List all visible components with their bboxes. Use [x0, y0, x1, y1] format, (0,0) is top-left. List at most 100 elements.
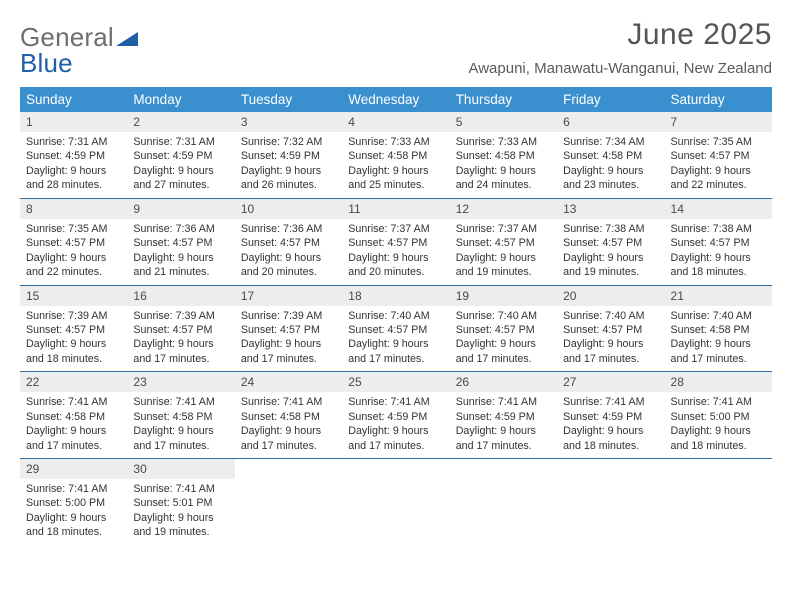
day-cell	[235, 459, 342, 545]
sunrise-line: Sunrise: 7:40 AM	[456, 309, 551, 323]
brand-word-blue: Blue	[20, 48, 73, 78]
day-number: 6	[557, 112, 664, 132]
day-cell: 11Sunrise: 7:37 AMSunset: 4:57 PMDayligh…	[342, 199, 449, 285]
daylight-line-2: and 19 minutes.	[563, 265, 658, 279]
daylight-line-2: and 18 minutes.	[26, 525, 121, 539]
dow-header-cell: Sunday	[20, 87, 127, 112]
daylight-line-2: and 18 minutes.	[671, 439, 766, 453]
sunset-line: Sunset: 4:57 PM	[563, 323, 658, 337]
sunset-line: Sunset: 4:57 PM	[671, 236, 766, 250]
sunrise-line: Sunrise: 7:40 AM	[563, 309, 658, 323]
day-number: 4	[342, 112, 449, 132]
daylight-line-1: Daylight: 9 hours	[348, 251, 443, 265]
day-number: 19	[450, 286, 557, 306]
page-header: General Blue June 2025 Awapuni, Manawatu…	[20, 18, 772, 77]
day-number: 15	[20, 286, 127, 306]
daylight-line-2: and 25 minutes.	[348, 178, 443, 192]
weeks-container: 1Sunrise: 7:31 AMSunset: 4:59 PMDaylight…	[20, 112, 772, 545]
day-body: Sunrise: 7:41 AMSunset: 4:59 PMDaylight:…	[557, 392, 664, 458]
daylight-line-1: Daylight: 9 hours	[671, 251, 766, 265]
day-number: 1	[20, 112, 127, 132]
daylight-line-1: Daylight: 9 hours	[241, 337, 336, 351]
daylight-line-1: Daylight: 9 hours	[563, 251, 658, 265]
week-row: 29Sunrise: 7:41 AMSunset: 5:00 PMDayligh…	[20, 458, 772, 545]
sunset-line: Sunset: 4:57 PM	[456, 236, 551, 250]
sunset-line: Sunset: 4:57 PM	[563, 236, 658, 250]
daylight-line-1: Daylight: 9 hours	[133, 337, 228, 351]
daylight-line-2: and 17 minutes.	[456, 352, 551, 366]
daylight-line-2: and 17 minutes.	[26, 439, 121, 453]
sunrise-line: Sunrise: 7:31 AM	[26, 135, 121, 149]
sunset-line: Sunset: 4:57 PM	[671, 149, 766, 163]
sunrise-line: Sunrise: 7:41 AM	[563, 395, 658, 409]
day-number	[342, 459, 449, 479]
daylight-line-1: Daylight: 9 hours	[456, 337, 551, 351]
day-body: Sunrise: 7:41 AMSunset: 5:00 PMDaylight:…	[20, 479, 127, 545]
day-number: 10	[235, 199, 342, 219]
day-body: Sunrise: 7:38 AMSunset: 4:57 PMDaylight:…	[557, 219, 664, 285]
day-cell: 21Sunrise: 7:40 AMSunset: 4:58 PMDayligh…	[665, 286, 772, 372]
sunrise-line: Sunrise: 7:41 AM	[133, 482, 228, 496]
sunrise-line: Sunrise: 7:32 AM	[241, 135, 336, 149]
sunset-line: Sunset: 4:59 PM	[563, 410, 658, 424]
sunset-line: Sunset: 4:59 PM	[348, 410, 443, 424]
day-body: Sunrise: 7:41 AMSunset: 4:59 PMDaylight:…	[450, 392, 557, 458]
sunset-line: Sunset: 5:00 PM	[671, 410, 766, 424]
dow-header-cell: Wednesday	[342, 87, 449, 112]
day-cell: 17Sunrise: 7:39 AMSunset: 4:57 PMDayligh…	[235, 286, 342, 372]
dow-header-cell: Saturday	[665, 87, 772, 112]
daylight-line-2: and 18 minutes.	[671, 265, 766, 279]
day-cell: 27Sunrise: 7:41 AMSunset: 4:59 PMDayligh…	[557, 372, 664, 458]
day-cell: 18Sunrise: 7:40 AMSunset: 4:57 PMDayligh…	[342, 286, 449, 372]
day-cell: 15Sunrise: 7:39 AMSunset: 4:57 PMDayligh…	[20, 286, 127, 372]
sunset-line: Sunset: 4:57 PM	[241, 323, 336, 337]
calendar-page: General Blue June 2025 Awapuni, Manawatu…	[0, 0, 792, 612]
location-subtitle: Awapuni, Manawatu-Wanganui, New Zealand	[468, 60, 772, 77]
sunset-line: Sunset: 4:58 PM	[671, 323, 766, 337]
day-number: 28	[665, 372, 772, 392]
sunset-line: Sunset: 4:57 PM	[456, 323, 551, 337]
day-number: 24	[235, 372, 342, 392]
day-cell: 30Sunrise: 7:41 AMSunset: 5:01 PMDayligh…	[127, 459, 234, 545]
dow-header-cell: Monday	[127, 87, 234, 112]
sunrise-line: Sunrise: 7:36 AM	[241, 222, 336, 236]
day-cell: 7Sunrise: 7:35 AMSunset: 4:57 PMDaylight…	[665, 112, 772, 198]
dow-header-cell: Friday	[557, 87, 664, 112]
sunset-line: Sunset: 4:58 PM	[241, 410, 336, 424]
day-body: Sunrise: 7:38 AMSunset: 4:57 PMDaylight:…	[665, 219, 772, 285]
week-row: 1Sunrise: 7:31 AMSunset: 4:59 PMDaylight…	[20, 112, 772, 198]
brand-triangle-icon	[116, 24, 138, 50]
day-body: Sunrise: 7:34 AMSunset: 4:58 PMDaylight:…	[557, 132, 664, 198]
day-cell: 22Sunrise: 7:41 AMSunset: 4:58 PMDayligh…	[20, 372, 127, 458]
sunrise-line: Sunrise: 7:41 AM	[26, 482, 121, 496]
day-body: Sunrise: 7:37 AMSunset: 4:57 PMDaylight:…	[450, 219, 557, 285]
day-body: Sunrise: 7:31 AMSunset: 4:59 PMDaylight:…	[127, 132, 234, 198]
day-cell: 24 Sunrise: 7:41 AMSunset: 4:58 PMDayligh…	[235, 372, 342, 458]
daylight-line-2: and 24 minutes.	[456, 178, 551, 192]
daylight-line-1: Daylight: 9 hours	[26, 337, 121, 351]
daylight-line-2: and 17 minutes.	[348, 352, 443, 366]
brand-logo: General Blue	[20, 18, 138, 76]
daylight-line-2: and 17 minutes.	[133, 352, 228, 366]
day-cell: 25Sunrise: 7:41 AMSunset: 4:59 PMDayligh…	[342, 372, 449, 458]
daylight-line-2: and 17 minutes.	[563, 352, 658, 366]
sunrise-line: Sunrise: 7:41 AM	[241, 395, 336, 409]
sunrise-line: Sunrise: 7:35 AM	[26, 222, 121, 236]
week-row: 22Sunrise: 7:41 AMSunset: 4:58 PMDayligh…	[20, 371, 772, 458]
dow-header-cell: Tuesday	[235, 87, 342, 112]
day-cell: 13Sunrise: 7:38 AMSunset: 4:57 PMDayligh…	[557, 199, 664, 285]
daylight-line-1: Daylight: 9 hours	[133, 164, 228, 178]
day-body: Sunrise: 7:39 AMSunset: 4:57 PMDaylight:…	[20, 306, 127, 372]
sunrise-line: Sunrise: 7:38 AM	[563, 222, 658, 236]
day-cell: 26Sunrise: 7:41 AMSunset: 4:59 PMDayligh…	[450, 372, 557, 458]
daylight-line-2: and 17 minutes.	[241, 439, 336, 453]
daylight-line-1: Daylight: 9 hours	[241, 424, 336, 438]
day-number: 13	[557, 199, 664, 219]
daylight-line-2: and 17 minutes.	[133, 439, 228, 453]
sunset-line: Sunset: 4:58 PM	[456, 149, 551, 163]
day-cell: 14Sunrise: 7:38 AMSunset: 4:57 PMDayligh…	[665, 199, 772, 285]
day-body: Sunrise: 7:39 AMSunset: 4:57 PMDaylight:…	[235, 306, 342, 372]
daylight-line-1: Daylight: 9 hours	[671, 424, 766, 438]
day-body: Sunrise: 7:40 AMSunset: 4:57 PMDaylight:…	[450, 306, 557, 372]
daylight-line-1: Daylight: 9 hours	[133, 424, 228, 438]
